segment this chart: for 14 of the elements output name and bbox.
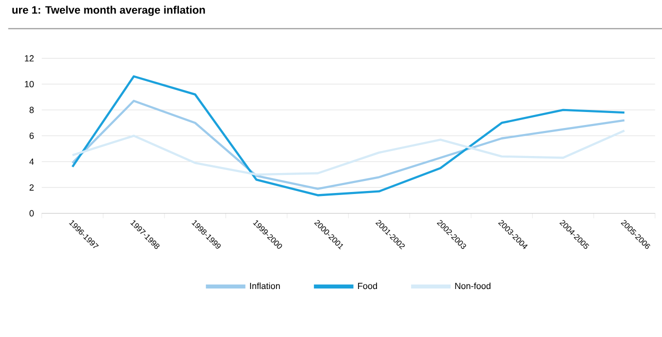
line-series	[71, 75, 626, 196]
y-tick-label: 8	[30, 106, 34, 114]
line-series	[71, 130, 626, 176]
legend-label: Inflation	[250, 282, 280, 290]
y-tick-label: 4	[29, 158, 34, 165]
line-series	[71, 100, 626, 190]
y-tick-label: 2	[30, 184, 34, 191]
y-tick-label: 10	[24, 81, 34, 88]
legend-label: Non-food	[455, 282, 490, 290]
y-tick-label: 12	[24, 55, 34, 62]
legend-label: Food	[358, 282, 377, 290]
y-tick-label: 6	[30, 132, 34, 140]
y-tick-label: 0	[30, 210, 34, 217]
chart-title: ure 1: Twelve month average inflation	[12, 6, 205, 16]
